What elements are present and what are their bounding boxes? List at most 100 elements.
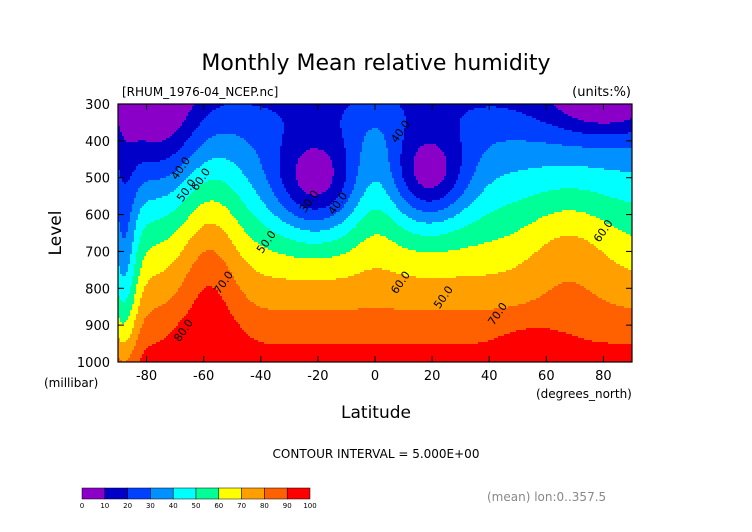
contour-fill [134,230,142,232]
contour-fill [144,290,178,292]
contour-fill [156,244,186,246]
contour-fill [370,210,382,212]
contour-fill [132,248,138,250]
contour-fill [118,104,194,106]
x-tick-label: -20 [307,369,328,384]
contour-fill [360,156,388,158]
contour-fill [412,218,448,220]
contour-fill [230,212,252,214]
contour-fill [204,142,248,144]
contour-fill [120,230,128,232]
contour-fill [388,214,406,216]
contour-fill [352,212,368,214]
contour-fill [232,272,260,274]
contour-fill [140,210,174,212]
contour-fill [184,180,208,182]
contour-fill [140,330,172,332]
contour-fill [118,216,130,218]
contour-fill [176,170,194,172]
contour-fill [280,164,296,166]
contour-fill [412,206,448,208]
contour-fill [346,108,402,110]
contour-fill [174,210,194,212]
contour-fill [360,162,390,164]
contour-fill [172,296,198,298]
contour-fill [414,174,446,176]
contour-fill [138,276,152,278]
contour-fill [164,338,254,340]
contour-fill [460,134,632,136]
contour-fill [174,328,242,330]
contour-fill [118,112,188,114]
contour-fill [406,182,418,184]
contour-fill [246,176,266,178]
contour-fill [468,206,502,208]
contour-fill [476,198,522,200]
contour-fill [128,316,136,318]
contour-fill [228,208,248,210]
contour-fill [446,174,458,176]
contour-fill [122,300,126,302]
contour-fill [446,158,462,160]
contour-fill [190,308,228,310]
contour-fill [388,160,400,162]
contour-fill [204,182,226,184]
contour-fill [350,214,366,216]
contour-fill [528,258,610,260]
contour-fill [342,116,406,118]
contour-fill [126,182,144,184]
contour-fill [590,242,632,244]
contour-fill [228,308,268,310]
contour-fill [402,212,460,214]
contour-fill [146,140,162,142]
contour-fill [134,322,144,324]
contour-fill [418,180,442,182]
contour-fill [194,234,228,236]
contour-fill [270,186,284,188]
contour-fill [260,160,280,162]
contour-fill [248,180,268,182]
contour-fill [192,212,230,214]
contour-fill [282,182,298,184]
contour-fill [194,130,284,132]
contour-fill [140,274,156,276]
contour-fill [618,198,632,200]
contour-fill [342,222,358,224]
contour-fill [138,216,164,218]
contour-fill [212,136,240,138]
contour-fill [148,200,184,202]
contour-fill [240,168,262,170]
contour-fill [462,154,482,156]
contour-fill [486,186,632,188]
contour-fill [234,316,632,318]
contour-fill [222,180,248,182]
contour-fill [626,232,632,234]
contour-fill [118,324,134,326]
contour-fill [590,290,632,292]
contour-fill [296,168,334,170]
contour-fill [462,210,494,212]
contour-fill [132,284,136,286]
contour-fill [130,336,138,338]
contour-fill [136,226,146,228]
contour-fill [158,306,192,308]
contour-fill [372,128,378,130]
contour-fill [266,178,282,180]
contour-fill [416,176,444,178]
contour-fill [136,254,146,256]
contour-fill [216,224,240,226]
contour-fill [556,106,632,108]
contour-fill [118,300,122,302]
contour-fill [364,270,390,272]
contour-fill [120,272,126,274]
contour-fill [622,230,632,232]
contour-fill [582,146,632,148]
contour-fill [182,224,204,226]
contour-fill [192,266,228,268]
contour-fill [354,208,398,210]
contour-fill [120,172,132,174]
contour-fill [366,190,386,192]
contour-fill [516,266,624,268]
contour-fill [118,244,132,246]
contour-fill [284,126,340,128]
